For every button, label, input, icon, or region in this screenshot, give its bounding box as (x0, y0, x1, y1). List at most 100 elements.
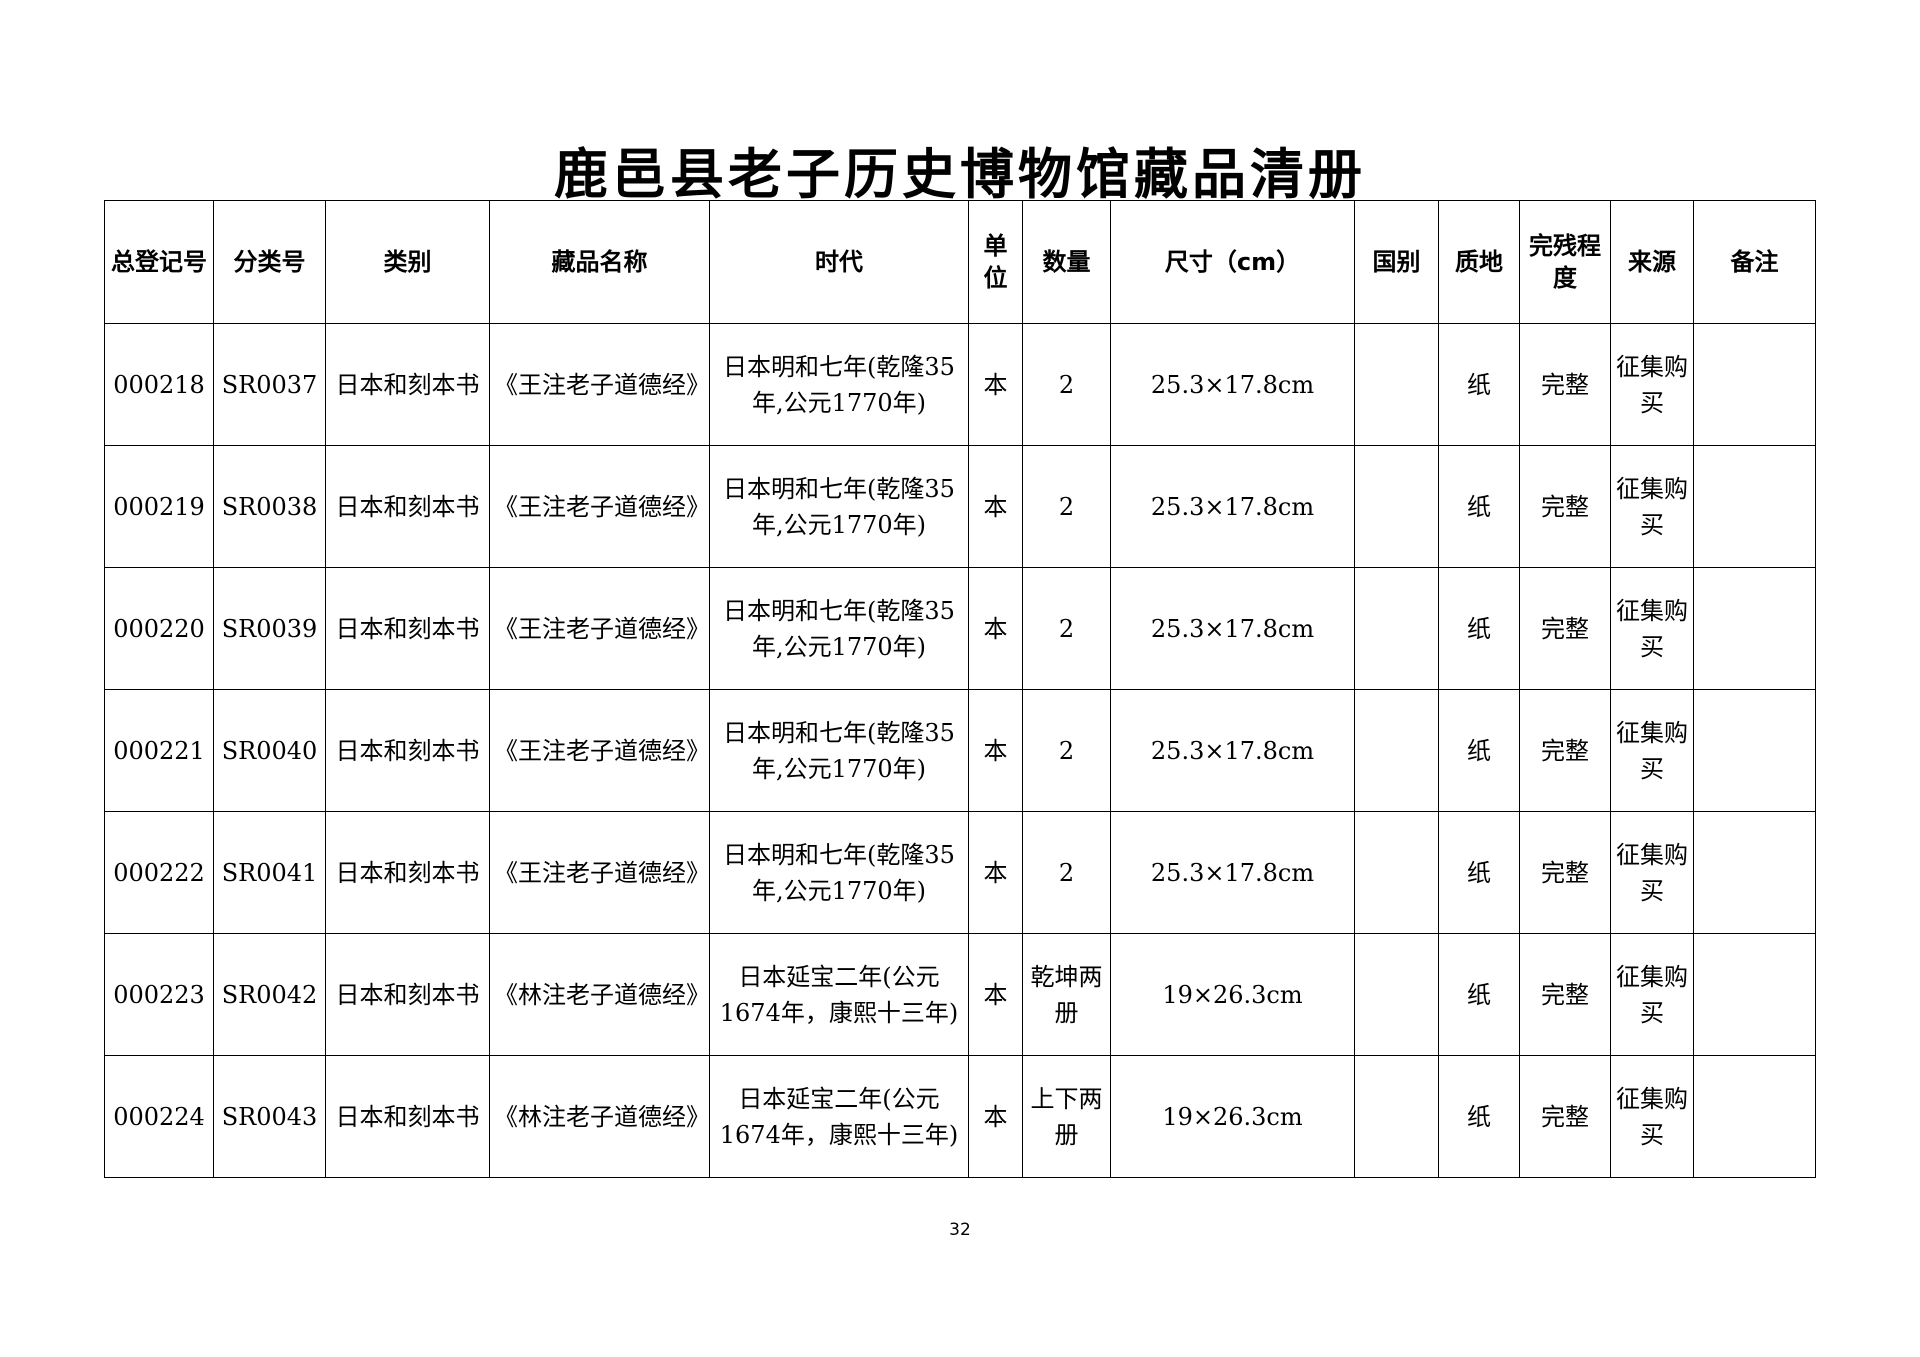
cell-quantity: 上下两册 (1022, 1055, 1111, 1178)
cell-condition: 完整 (1519, 567, 1611, 690)
cell-size: 19×26.3cm (1110, 1055, 1355, 1178)
cell-condition: 完整 (1519, 445, 1611, 568)
header-category: 类别 (325, 200, 490, 324)
cell-registration-no: 000219 (104, 445, 214, 568)
cell-category: 日本和刻本书 (325, 933, 490, 1056)
cell-unit: 本 (968, 445, 1023, 568)
cell-category: 日本和刻本书 (325, 811, 490, 934)
cell-quantity: 2 (1022, 811, 1111, 934)
cell-registration-no: 000224 (104, 1055, 214, 1178)
cell-item-name: 《林注老子道德经》 (489, 1055, 710, 1178)
cell-item-name: 《王注老子道德经》 (489, 445, 710, 568)
cell-period: 日本延宝二年(公元1674年，康熙十三年) (709, 1055, 969, 1178)
cell-class-no: SR0043 (213, 1055, 326, 1178)
cell-unit: 本 (968, 1055, 1023, 1178)
cell-period: 日本明和七年(乾隆35年,公元1770年) (709, 445, 969, 568)
cell-country (1354, 933, 1439, 1056)
cell-size: 25.3×17.8cm (1110, 323, 1355, 446)
cell-period: 日本明和七年(乾隆35年,公元1770年) (709, 323, 969, 446)
document-title: 鹿邑县老子历史博物馆藏品清册 (554, 143, 1366, 206)
cell-material: 纸 (1438, 445, 1520, 568)
cell-source: 征集购买 (1610, 811, 1694, 934)
table-row: 000219 SR0038 日本和刻本书 《王注老子道德经》 日本明和七年(乾隆35年,… (104, 445, 1816, 568)
table-row: 000222 SR0041 日本和刻本书 《王注老子道德经》 日本明和七年(乾隆35年,… (104, 811, 1816, 934)
cell-source: 征集购买 (1610, 933, 1694, 1056)
cell-unit: 本 (968, 689, 1023, 812)
cell-class-no: SR0040 (213, 689, 326, 812)
cell-class-no: SR0038 (213, 445, 326, 568)
cell-period: 日本延宝二年(公元1674年，康熙十三年) (709, 933, 969, 1056)
cell-size: 19×26.3cm (1110, 933, 1355, 1056)
cell-quantity: 乾坤两册 (1022, 933, 1111, 1056)
header-item-name: 藏品名称 (489, 200, 710, 324)
cell-quantity: 2 (1022, 323, 1111, 446)
header-registration-no: 总登记号 (104, 200, 214, 324)
cell-period: 日本明和七年(乾隆35年,公元1770年) (709, 567, 969, 690)
cell-country (1354, 567, 1439, 690)
table-row: 000224 SR0043 日本和刻本书 《林注老子道德经》 日本延宝二年(公元1674… (104, 1055, 1816, 1178)
header-source: 来源 (1610, 200, 1694, 324)
cell-unit: 本 (968, 323, 1023, 446)
cell-remarks (1693, 445, 1816, 568)
table-row: 000220 SR0039 日本和刻本书 《王注老子道德经》 日本明和七年(乾隆35年,… (104, 567, 1816, 690)
table-header-row: 总登记号 分类号 类别 藏品名称 时代 单位 数量 尺寸（cm） 国别 质地 完残程度 来源 备注 (104, 200, 1816, 324)
table-row: 000221 SR0040 日本和刻本书 《王注老子道德经》 日本明和七年(乾隆35年,… (104, 689, 1816, 812)
cell-category: 日本和刻本书 (325, 1055, 490, 1178)
cell-material: 纸 (1438, 1055, 1520, 1178)
cell-class-no: SR0037 (213, 323, 326, 446)
cell-material: 纸 (1438, 689, 1520, 812)
cell-item-name: 《王注老子道德经》 (489, 567, 710, 690)
cell-registration-no: 000221 (104, 689, 214, 812)
cell-country (1354, 689, 1439, 812)
cell-remarks (1693, 811, 1816, 934)
cell-remarks (1693, 933, 1816, 1056)
cell-size: 25.3×17.8cm (1110, 567, 1355, 690)
cell-material: 纸 (1438, 323, 1520, 446)
table-row: 000223 SR0042 日本和刻本书 《林注老子道德经》 日本延宝二年(公元1674… (104, 933, 1816, 1056)
cell-registration-no: 000218 (104, 323, 214, 446)
cell-quantity: 2 (1022, 445, 1111, 568)
cell-source: 征集购买 (1610, 445, 1694, 568)
cell-remarks (1693, 323, 1816, 446)
cell-item-name: 《王注老子道德经》 (489, 689, 710, 812)
cell-class-no: SR0039 (213, 567, 326, 690)
header-condition: 完残程度 (1519, 200, 1611, 324)
cell-material: 纸 (1438, 567, 1520, 690)
cell-unit: 本 (968, 567, 1023, 690)
header-remarks: 备注 (1693, 200, 1816, 324)
cell-condition: 完整 (1519, 689, 1611, 812)
header-material: 质地 (1438, 200, 1520, 324)
cell-period: 日本明和七年(乾隆35年,公元1770年) (709, 811, 969, 934)
cell-category: 日本和刻本书 (325, 323, 490, 446)
cell-material: 纸 (1438, 811, 1520, 934)
cell-registration-no: 000223 (104, 933, 214, 1056)
cell-country (1354, 445, 1439, 568)
cell-country (1354, 1055, 1439, 1178)
cell-source: 征集购买 (1610, 689, 1694, 812)
table-row: 000218 SR0037 日本和刻本书 《王注老子道德经》 日本明和七年(乾隆35年,… (104, 323, 1816, 446)
cell-unit: 本 (968, 933, 1023, 1056)
cell-condition: 完整 (1519, 323, 1611, 446)
header-size: 尺寸（cm） (1110, 200, 1355, 324)
header-country: 国别 (1354, 200, 1439, 324)
cell-country (1354, 811, 1439, 934)
cell-country (1354, 323, 1439, 446)
cell-quantity: 2 (1022, 567, 1111, 690)
header-quantity: 数量 (1022, 200, 1111, 324)
cell-registration-no: 000220 (104, 567, 214, 690)
cell-unit: 本 (968, 811, 1023, 934)
cell-item-name: 《王注老子道德经》 (489, 323, 710, 446)
cell-category: 日本和刻本书 (325, 689, 490, 812)
cell-class-no: SR0042 (213, 933, 326, 1056)
header-unit: 单位 (968, 200, 1023, 324)
cell-class-no: SR0041 (213, 811, 326, 934)
cell-condition: 完整 (1519, 811, 1611, 934)
cell-material: 纸 (1438, 933, 1520, 1056)
cell-period: 日本明和七年(乾隆35年,公元1770年) (709, 689, 969, 812)
cell-size: 25.3×17.8cm (1110, 689, 1355, 812)
header-period: 时代 (709, 200, 969, 324)
cell-quantity: 2 (1022, 689, 1111, 812)
cell-category: 日本和刻本书 (325, 445, 490, 568)
cell-source: 征集购买 (1610, 1055, 1694, 1178)
cell-registration-no: 000222 (104, 811, 214, 934)
